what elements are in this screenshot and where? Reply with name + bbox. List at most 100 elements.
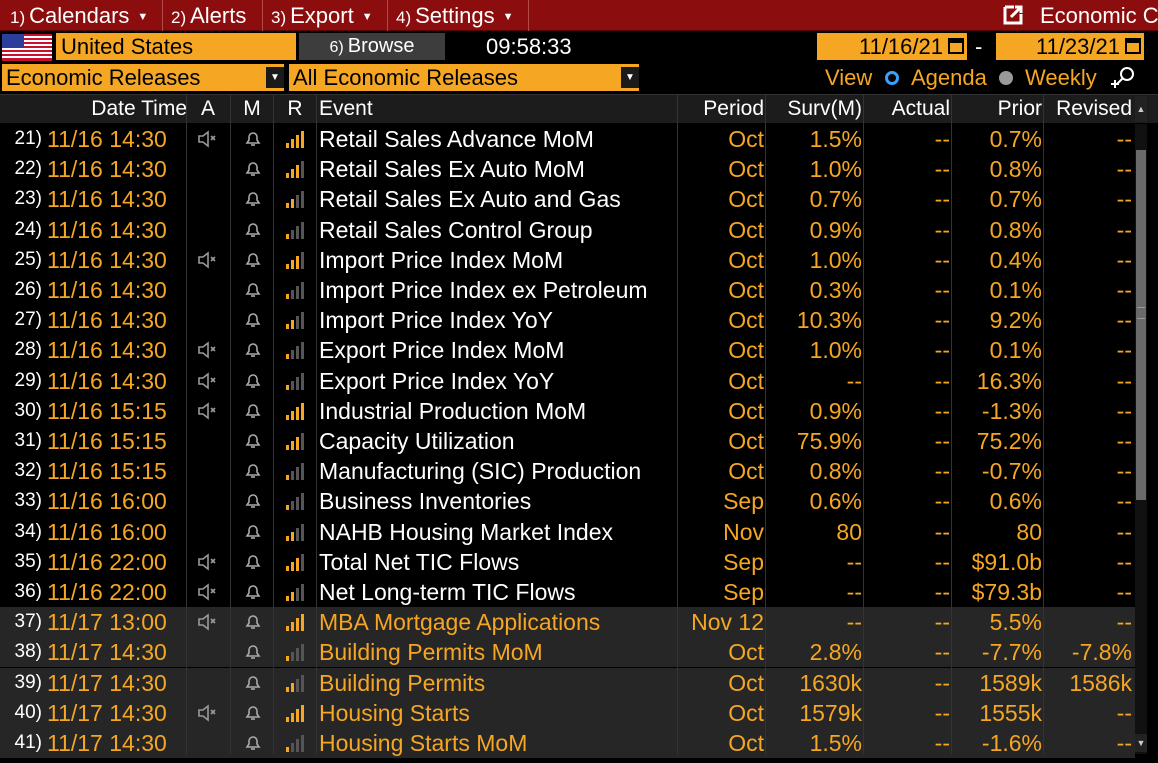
bell-cell[interactable] bbox=[242, 668, 266, 698]
table-row[interactable]: 41) 11/17 14:30 Housing Starts MoM Oct 1.5% -… bbox=[0, 728, 1135, 758]
row-event[interactable]: MBA Mortgage Applications bbox=[319, 609, 601, 635]
table-row[interactable]: 38) 11/17 14:30 Building Permits MoM Oct 2.8… bbox=[0, 637, 1135, 667]
zoom-search-icon[interactable] bbox=[1108, 65, 1138, 91]
external-link-icon[interactable] bbox=[1002, 4, 1024, 26]
table-row[interactable]: 23) 11/16 14:30 Retail Sales Ex Auto and G… bbox=[0, 184, 1135, 214]
bell-cell[interactable] bbox=[242, 577, 266, 607]
scroll-down-arrow-icon[interactable]: ▼ bbox=[1135, 734, 1147, 752]
row-event[interactable]: NAHB Housing Market Index bbox=[319, 519, 614, 545]
alert-cell[interactable] bbox=[196, 154, 224, 184]
row-event[interactable]: Net Long-term TIC Flows bbox=[319, 579, 576, 605]
bell-cell[interactable] bbox=[242, 366, 266, 396]
scroll-up-arrow-icon[interactable]: ▲ bbox=[1135, 96, 1147, 122]
bell-cell[interactable] bbox=[242, 305, 266, 335]
bell-cell[interactable] bbox=[242, 215, 266, 245]
bell-icon[interactable] bbox=[242, 251, 264, 269]
alert-cell[interactable] bbox=[196, 456, 224, 486]
bell-cell[interactable] bbox=[242, 396, 266, 426]
speaker-icon[interactable] bbox=[196, 613, 218, 631]
bell-icon[interactable] bbox=[242, 432, 264, 450]
row-event[interactable]: Import Price Index YoY bbox=[319, 307, 553, 333]
table-row[interactable]: 25) 11/16 14:30 Import Price Index MoM Oct 1… bbox=[0, 245, 1135, 275]
speaker-icon[interactable] bbox=[196, 704, 218, 722]
row-event[interactable]: Retail Sales Ex Auto MoM bbox=[319, 156, 585, 182]
bell-icon[interactable] bbox=[242, 160, 264, 178]
bell-cell[interactable] bbox=[242, 426, 266, 456]
alert-cell[interactable] bbox=[196, 637, 224, 667]
row-event[interactable]: Industrial Production MoM bbox=[319, 398, 587, 424]
row-event[interactable]: Total Net TIC Flows bbox=[319, 549, 520, 575]
bell-icon[interactable] bbox=[242, 462, 264, 480]
row-event[interactable]: Building Permits MoM bbox=[319, 639, 543, 665]
table-row[interactable]: 36) 11/16 22:00 Net Long-term TIC Flows Sep… bbox=[0, 577, 1135, 607]
bell-icon[interactable] bbox=[242, 583, 264, 601]
bell-icon[interactable] bbox=[242, 553, 264, 571]
menu-alerts[interactable]: 2) Alerts bbox=[163, 0, 246, 31]
bell-cell[interactable] bbox=[242, 335, 266, 365]
alert-cell[interactable] bbox=[196, 335, 224, 365]
bell-icon[interactable] bbox=[242, 281, 264, 299]
bell-cell[interactable] bbox=[242, 637, 266, 667]
calendar-icon[interactable] bbox=[946, 34, 966, 57]
row-event[interactable]: Retail Sales Control Group bbox=[319, 217, 593, 243]
table-row[interactable]: 28) 11/16 14:30 Export Price Index MoM Oct 1… bbox=[0, 335, 1135, 365]
alert-cell[interactable] bbox=[196, 124, 224, 154]
bell-icon[interactable] bbox=[242, 311, 264, 329]
col-m[interactable]: M bbox=[243, 97, 261, 120]
col-revised[interactable]: Revised bbox=[1056, 97, 1132, 120]
col-period[interactable]: Period bbox=[703, 97, 764, 120]
table-row[interactable]: 31) 11/16 15:15 Capacity Utilization Oct 75.… bbox=[0, 426, 1135, 456]
calendar-type-select[interactable]: Economic Releases ▼ bbox=[2, 64, 284, 91]
bell-cell[interactable] bbox=[242, 486, 266, 516]
bell-cell[interactable] bbox=[242, 275, 266, 305]
alert-cell[interactable] bbox=[196, 517, 224, 547]
col-datetime[interactable]: Date Time bbox=[91, 97, 187, 120]
bell-icon[interactable] bbox=[242, 734, 264, 752]
start-date-field[interactable]: 11/16/21 bbox=[817, 33, 967, 60]
bell-cell[interactable] bbox=[242, 517, 266, 547]
table-row[interactable]: 32) 11/16 15:15 Manufacturing (SIC) Produc… bbox=[0, 456, 1135, 486]
alert-cell[interactable] bbox=[196, 426, 224, 456]
row-event[interactable]: Housing Starts bbox=[319, 700, 470, 726]
bell-icon[interactable] bbox=[242, 492, 264, 510]
speaker-icon[interactable] bbox=[196, 251, 218, 269]
weekly-label[interactable]: Weekly bbox=[1025, 65, 1097, 90]
table-row[interactable]: 33) 11/16 16:00 Business Inventories Sep 0.6… bbox=[0, 486, 1135, 516]
bell-cell[interactable] bbox=[242, 607, 266, 637]
bell-icon[interactable] bbox=[242, 372, 264, 390]
row-event[interactable]: Housing Starts MoM bbox=[319, 730, 528, 756]
col-a[interactable]: A bbox=[200, 97, 215, 120]
speaker-icon[interactable] bbox=[196, 583, 218, 601]
bell-icon[interactable] bbox=[242, 221, 264, 239]
alert-cell[interactable] bbox=[196, 577, 224, 607]
bell-icon[interactable] bbox=[242, 190, 264, 208]
bell-cell[interactable] bbox=[242, 124, 266, 154]
row-event[interactable]: Business Inventories bbox=[319, 488, 532, 514]
speaker-icon[interactable] bbox=[196, 402, 218, 420]
row-event[interactable]: Building Permits bbox=[319, 670, 486, 696]
agenda-label[interactable]: Agenda bbox=[911, 65, 987, 90]
alert-cell[interactable] bbox=[196, 366, 224, 396]
table-row[interactable]: 27) 11/16 14:30 Import Price Index YoY Oct 1… bbox=[0, 305, 1135, 335]
table-row[interactable]: 30) 11/16 15:15 Industrial Production MoM O… bbox=[0, 396, 1135, 426]
bell-icon[interactable] bbox=[242, 130, 264, 148]
table-row[interactable]: 24) 11/16 14:30 Retail Sales Control Group… bbox=[0, 215, 1135, 245]
col-event[interactable]: Event bbox=[319, 97, 373, 120]
row-event[interactable]: Import Price Index MoM bbox=[319, 247, 564, 273]
end-date-field[interactable]: 11/23/21 bbox=[996, 33, 1144, 60]
alert-cell[interactable] bbox=[196, 184, 224, 214]
bell-icon[interactable] bbox=[242, 523, 264, 541]
speaker-icon[interactable] bbox=[196, 130, 218, 148]
row-event[interactable]: Export Price Index YoY bbox=[319, 368, 555, 394]
alert-cell[interactable] bbox=[196, 728, 224, 758]
col-r[interactable]: R bbox=[287, 97, 303, 120]
bell-cell[interactable] bbox=[242, 184, 266, 214]
row-event[interactable]: Retail Sales Ex Auto and Gas bbox=[319, 186, 621, 212]
alert-cell[interactable] bbox=[196, 607, 224, 637]
speaker-icon[interactable] bbox=[196, 341, 218, 359]
row-event[interactable]: Capacity Utilization bbox=[319, 428, 515, 454]
table-row[interactable]: 29) 11/16 14:30 Export Price Index YoY Oct -… bbox=[0, 366, 1135, 396]
bell-icon[interactable] bbox=[242, 704, 264, 722]
col-prior[interactable]: Prior bbox=[997, 97, 1042, 120]
menu-calendars[interactable]: 1) Calendars ▼ bbox=[2, 0, 148, 31]
